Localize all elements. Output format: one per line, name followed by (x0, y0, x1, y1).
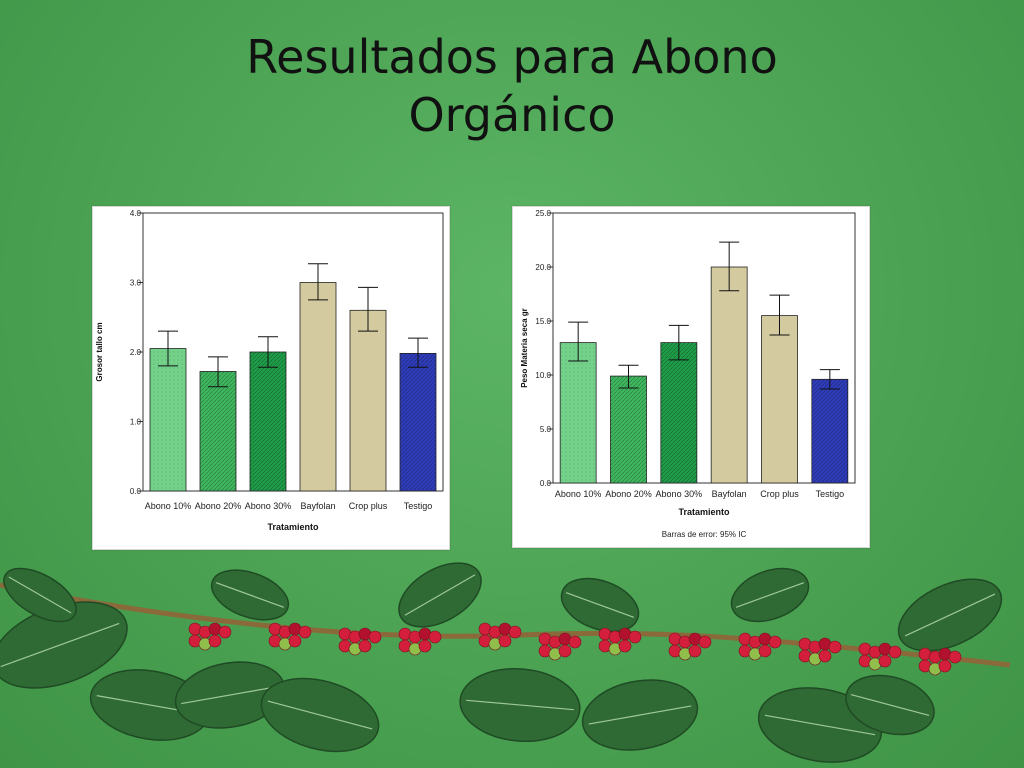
coffee-berry (298, 625, 312, 639)
leaf-vein (735, 582, 805, 608)
leaf-vein (588, 705, 692, 725)
leaf-vein (0, 622, 120, 668)
y-tick-label: 25.0 (535, 209, 551, 218)
x-tick-label: Testigo (816, 489, 845, 499)
bar (559, 342, 597, 484)
coffee-leaf (398, 562, 482, 628)
leaf-vein (850, 693, 930, 717)
bar (349, 309, 387, 492)
coffee-berry (508, 625, 522, 639)
leaf-vein (466, 699, 574, 711)
coffee-berry (418, 639, 432, 653)
y-tick-label: 15.0 (535, 317, 551, 326)
coffee-berry (288, 634, 302, 648)
coffee-berry (208, 634, 222, 648)
bar (249, 351, 287, 492)
coffee-berry (698, 635, 712, 649)
y-tick-label: 5.0 (540, 425, 552, 434)
x-axis-label: Tratamiento (678, 507, 730, 517)
y-tick-label: 0.0 (130, 487, 142, 496)
coffee-berry (568, 635, 582, 649)
leaf-vein (181, 685, 279, 705)
leaf-vein (404, 574, 476, 616)
bar (399, 352, 437, 492)
x-tick-label: Abono 10% (555, 489, 602, 499)
slide-title-line-2: Orgánico (408, 88, 616, 142)
coffee-berry (768, 635, 782, 649)
x-tick-label: Abono 10% (145, 501, 192, 511)
coffee-berry (628, 630, 642, 644)
plot-frame (142, 212, 444, 492)
coffee-berry (688, 644, 702, 658)
leaf-vein (215, 582, 285, 608)
chart-card-peso: 0.0 5.0 10.0 15.0 20.0 25.0 Abono 10% Abono 20%… (512, 206, 870, 548)
x-axis-label: Tratamiento (267, 522, 319, 532)
slide-title: Resultados para Abono Orgánico (0, 28, 1024, 144)
x-tick-label: Bayfolan (300, 501, 335, 511)
coffee-berry (878, 654, 892, 668)
coffee-berry (618, 639, 632, 653)
coffee-branch-illustration (0, 562, 1011, 763)
y-tick-label: 1.0 (130, 418, 142, 427)
coffee-berry (358, 639, 372, 653)
y-tick-label: 20.0 (535, 263, 551, 272)
bar (761, 315, 798, 484)
bar (610, 375, 647, 484)
x-tick-label: Crop plus (760, 489, 799, 499)
leaf-vein (764, 714, 876, 736)
bar (660, 342, 698, 484)
bar (710, 266, 748, 484)
coffee-berry (938, 659, 952, 673)
y-tick-label: 3.0 (130, 279, 142, 288)
coffee-berry (368, 630, 382, 644)
coffee-berry (218, 625, 232, 639)
leaf-vein (267, 700, 373, 730)
x-tick-label: Crop plus (349, 501, 388, 511)
x-tick-label: Bayfolan (712, 489, 747, 499)
plot-frame (552, 212, 856, 484)
y-axis-label: Grosor tallo cm (95, 322, 104, 381)
x-tick-label: Abono 30% (245, 501, 292, 511)
bar (149, 348, 187, 492)
bar (299, 282, 337, 492)
chart-card-grosor: 0.0 1.0 2.0 3.0 4.0 Abono 10% Abono 20% Abono 3… (92, 206, 450, 550)
coffee-berry (888, 645, 902, 659)
x-tick-label: Abono 20% (605, 489, 652, 499)
x-tick-label: Abono 20% (195, 501, 242, 511)
y-axis-label: Peso Materia seca gr (520, 308, 529, 388)
coffee-berry (758, 644, 772, 658)
y-tick-label: 2.0 (130, 348, 142, 357)
bar (811, 378, 849, 484)
leaf-vein (565, 592, 635, 618)
coffee-berry (428, 630, 442, 644)
coffee-berry (558, 644, 572, 658)
x-tick-label: Abono 30% (656, 489, 703, 499)
chart-grosor-tallo: 0.0 1.0 2.0 3.0 4.0 Abono 10% Abono 20% Abono 3… (95, 209, 444, 532)
leaf-vein (8, 576, 72, 614)
coffee-berry (818, 649, 832, 663)
y-tick-label: 4.0 (130, 209, 142, 218)
leaf-vein (904, 593, 996, 637)
chart-footnote: Barras de error: 95% IC (662, 530, 747, 539)
y-tick-label: 10.0 (535, 371, 551, 380)
chart-peso-materia-seca: 0.0 5.0 10.0 15.0 20.0 25.0 Abono 10% Abono 20%… (520, 209, 856, 539)
coffee-berry (828, 640, 842, 654)
bar (199, 371, 237, 492)
x-tick-label: Testigo (404, 501, 433, 511)
y-tick-label: 0.0 (540, 479, 552, 488)
slide-title-line-1: Resultados para Abono (246, 30, 778, 84)
coffee-berry (948, 650, 962, 664)
coffee-berry (498, 634, 512, 648)
